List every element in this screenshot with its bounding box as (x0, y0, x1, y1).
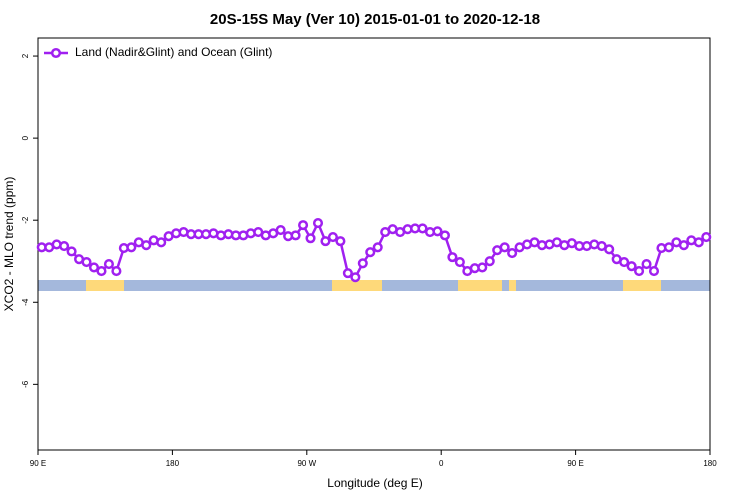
data-point (275, 224, 286, 236)
y-tick-label: 0 (21, 135, 30, 140)
data-point (320, 236, 331, 247)
land-patch (509, 280, 516, 291)
land-patch (86, 280, 124, 291)
data-point (141, 240, 152, 251)
data-point (626, 261, 637, 272)
data-point (298, 220, 309, 231)
data-point (604, 244, 615, 255)
data-point (357, 258, 368, 269)
y-tick-label: 2 (21, 53, 30, 58)
y-axis-label: XCO2 - MLO trend (ppm) (2, 177, 16, 312)
y-tick-label: -4 (21, 298, 30, 306)
data-point (507, 247, 518, 259)
chart-title: 20S-15S May (Ver 10) 2015-01-01 to 2020-… (210, 11, 540, 28)
data-point (499, 242, 510, 253)
data-point (484, 256, 495, 267)
data-point (447, 252, 458, 263)
data-point (111, 266, 122, 277)
data-point (81, 257, 92, 268)
data-point (312, 218, 324, 229)
y-tick-label: -6 (21, 380, 30, 388)
data-point (619, 257, 630, 268)
data-point (103, 259, 114, 270)
data-point (365, 247, 376, 258)
legend-label: Land (Nadir&Glint) and Ocean (Glint) (75, 45, 272, 59)
data-point (693, 237, 704, 248)
data-point (417, 223, 428, 234)
x-tick-label: 90 W (297, 459, 316, 468)
data-point (88, 262, 100, 273)
x-tick-label: 90 E (30, 459, 46, 468)
data-point (372, 242, 383, 253)
surface-band (38, 280, 710, 291)
data-point (66, 246, 77, 257)
data-point (59, 241, 70, 252)
data-point (335, 236, 346, 247)
data-point (477, 262, 488, 273)
data-point (156, 237, 167, 248)
land-patch (623, 280, 661, 291)
x-tick-label: 0 (439, 459, 444, 468)
data-point (641, 259, 652, 270)
data-point (327, 231, 338, 243)
legend-marker (50, 47, 62, 59)
data-point (648, 266, 660, 277)
land-patch (332, 280, 382, 291)
x-axis-label: Longitude (deg E) (327, 476, 422, 490)
data-point (678, 240, 689, 251)
y-tick-label: -2 (21, 216, 30, 224)
data-point (454, 257, 465, 268)
data-point (96, 266, 107, 277)
x-tick-label: 180 (166, 459, 180, 468)
x-tick-label: 90 E (567, 459, 583, 468)
data-point (342, 268, 353, 279)
data-point (663, 242, 674, 253)
data-point (290, 230, 301, 241)
data-point (701, 231, 712, 243)
data-point (305, 233, 316, 244)
land-patch (458, 280, 502, 291)
data-point (126, 242, 137, 253)
data-point (432, 226, 443, 237)
x-tick-label: 180 (703, 459, 717, 468)
data-point (439, 230, 450, 241)
data-point (634, 266, 645, 277)
data-point (350, 272, 361, 283)
